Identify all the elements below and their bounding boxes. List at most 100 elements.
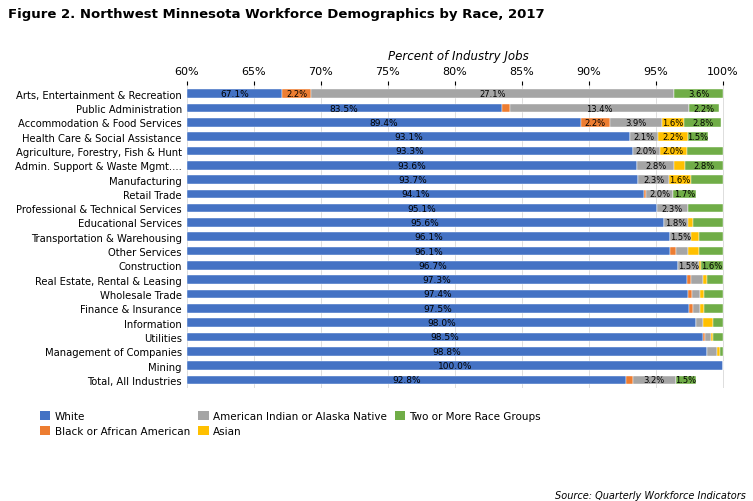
- Bar: [706, 276, 723, 285]
- Bar: [704, 290, 723, 299]
- Bar: [687, 204, 723, 213]
- Text: 1.6%: 1.6%: [669, 176, 691, 185]
- Text: 2.2%: 2.2%: [286, 90, 307, 99]
- Text: Source: Quarterly Workforce Indicators: Source: Quarterly Workforce Indicators: [555, 490, 745, 500]
- Bar: [187, 176, 639, 184]
- Bar: [687, 290, 692, 299]
- Text: 97.3%: 97.3%: [422, 276, 451, 285]
- Text: 2.8%: 2.8%: [645, 161, 666, 170]
- Bar: [187, 376, 626, 384]
- Bar: [685, 162, 723, 170]
- Bar: [703, 319, 713, 327]
- Bar: [711, 333, 713, 342]
- Bar: [678, 262, 699, 270]
- Bar: [687, 219, 694, 227]
- Text: 83.5%: 83.5%: [330, 104, 358, 113]
- Text: 2.8%: 2.8%: [694, 161, 715, 170]
- Bar: [626, 376, 633, 384]
- Bar: [187, 362, 723, 370]
- Text: 2.1%: 2.1%: [634, 133, 655, 142]
- Bar: [699, 262, 701, 270]
- Bar: [187, 319, 696, 327]
- Text: 92.8%: 92.8%: [392, 376, 421, 385]
- Text: 93.3%: 93.3%: [395, 147, 424, 156]
- Bar: [692, 290, 700, 299]
- Text: 13.4%: 13.4%: [586, 104, 613, 113]
- Text: 89.4%: 89.4%: [370, 119, 398, 128]
- Bar: [187, 147, 633, 156]
- Text: 97.5%: 97.5%: [424, 304, 453, 313]
- Text: 2.8%: 2.8%: [692, 119, 713, 128]
- Text: 95.1%: 95.1%: [407, 204, 436, 213]
- Bar: [187, 262, 678, 270]
- Bar: [187, 290, 687, 299]
- Bar: [187, 133, 630, 142]
- Bar: [691, 276, 703, 285]
- Text: 1.8%: 1.8%: [665, 218, 687, 227]
- Text: 2.0%: 2.0%: [663, 147, 684, 156]
- Bar: [669, 176, 691, 184]
- Bar: [675, 247, 687, 256]
- Bar: [684, 119, 721, 127]
- Bar: [663, 219, 687, 227]
- Bar: [694, 219, 723, 227]
- Bar: [689, 105, 718, 113]
- Text: 1.7%: 1.7%: [674, 190, 695, 199]
- Bar: [670, 233, 691, 241]
- Bar: [720, 347, 723, 356]
- Text: 1.6%: 1.6%: [701, 262, 723, 271]
- Bar: [633, 147, 660, 156]
- Text: 2.3%: 2.3%: [662, 204, 683, 213]
- Bar: [644, 190, 646, 199]
- Bar: [187, 219, 663, 227]
- Text: 67.1%: 67.1%: [220, 90, 248, 99]
- Bar: [696, 319, 703, 327]
- Bar: [187, 105, 501, 113]
- Text: 1.6%: 1.6%: [663, 119, 684, 128]
- Text: 2.0%: 2.0%: [636, 147, 657, 156]
- Text: 1.5%: 1.5%: [687, 133, 709, 142]
- Bar: [637, 162, 675, 170]
- Text: 2.0%: 2.0%: [649, 190, 670, 199]
- Bar: [187, 119, 581, 127]
- X-axis label: Percent of Industry Jobs: Percent of Industry Jobs: [388, 50, 529, 63]
- Bar: [689, 305, 694, 313]
- Text: 3.9%: 3.9%: [626, 119, 647, 128]
- Text: 96.7%: 96.7%: [418, 262, 447, 271]
- Text: 27.1%: 27.1%: [480, 90, 506, 99]
- Bar: [187, 233, 670, 241]
- Text: 97.4%: 97.4%: [423, 290, 452, 299]
- Bar: [700, 305, 704, 313]
- Text: 93.7%: 93.7%: [398, 176, 427, 185]
- Bar: [713, 333, 723, 342]
- Bar: [187, 305, 689, 313]
- Bar: [675, 376, 696, 384]
- Bar: [510, 105, 689, 113]
- Text: 98.0%: 98.0%: [427, 319, 456, 328]
- Bar: [663, 119, 684, 127]
- Text: Figure 2. Northwest Minnesota Workforce Demographics by Race, 2017: Figure 2. Northwest Minnesota Workforce …: [8, 8, 544, 21]
- Bar: [706, 347, 718, 356]
- Bar: [675, 90, 723, 99]
- Bar: [658, 133, 687, 142]
- Text: 1.5%: 1.5%: [670, 233, 691, 242]
- Bar: [187, 190, 644, 199]
- Bar: [311, 90, 675, 99]
- Bar: [581, 119, 610, 127]
- Bar: [699, 247, 723, 256]
- Text: 98.8%: 98.8%: [432, 347, 461, 356]
- Bar: [670, 247, 675, 256]
- Bar: [660, 147, 687, 156]
- Text: 1.5%: 1.5%: [675, 376, 697, 385]
- Bar: [703, 333, 706, 342]
- Bar: [187, 90, 282, 99]
- Text: 93.1%: 93.1%: [394, 133, 423, 142]
- Text: 2.3%: 2.3%: [643, 176, 664, 185]
- Bar: [704, 305, 723, 313]
- Bar: [282, 90, 311, 99]
- Bar: [610, 119, 663, 127]
- Text: 1.5%: 1.5%: [678, 262, 699, 271]
- Bar: [687, 147, 723, 156]
- Bar: [713, 319, 723, 327]
- Text: 98.5%: 98.5%: [430, 333, 459, 342]
